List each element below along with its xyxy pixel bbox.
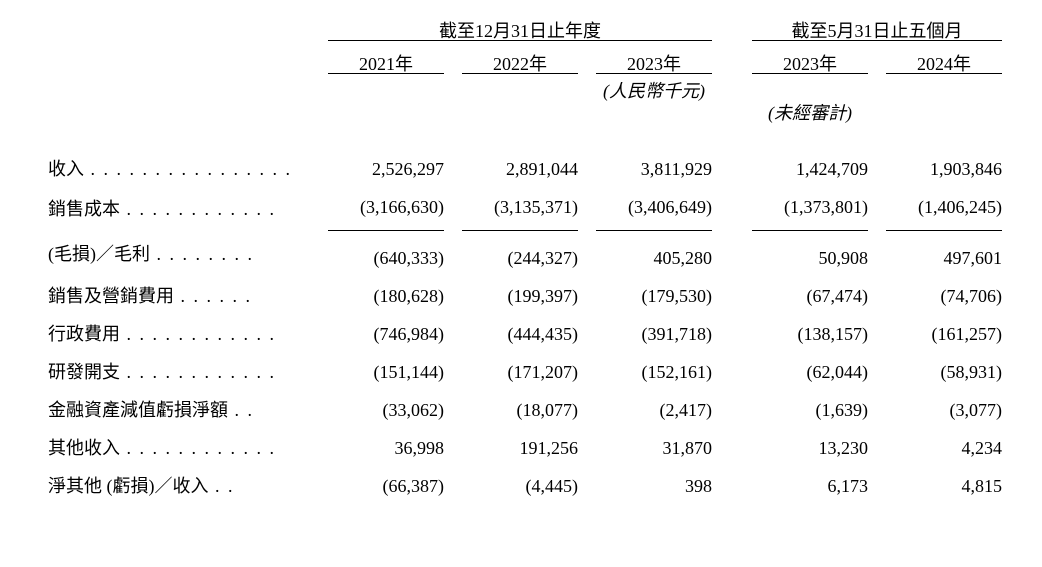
cell-value: (138,157) (752, 315, 868, 353)
cell-value: 50,908 (752, 231, 868, 278)
financial-table: 截至12月31日止年度 截至5月31日止五個月 2021年 2022年 2023… (48, 22, 1002, 505)
cell-value: (1,406,245) (886, 188, 1002, 231)
cell-value: (3,077) (886, 391, 1002, 429)
dot-leader: . . . . . . . . . . . . (120, 362, 276, 382)
row-label-text: 行政費用 (48, 324, 120, 344)
cell-value: (444,435) (462, 315, 578, 353)
row-gross: (毛損)／毛利 . . . . . . . . (640,333) (244,3… (48, 231, 1002, 278)
row-label: 金融資產減值虧損淨額 . . (48, 391, 328, 429)
header-year-2021: 2021年 (328, 55, 444, 74)
cell-value: 4,234 (886, 429, 1002, 467)
dot-leader: . . . . . . (174, 286, 252, 306)
row-label-text: 收入 (48, 159, 84, 179)
row-label: 收入 . . . . . . . . . . . . . . . . (48, 150, 328, 188)
cell-value: (171,207) (462, 353, 578, 391)
row-selling: 銷售及營銷費用 . . . . . . (180,628) (199,397) … (48, 277, 1002, 315)
cell-value: (180,628) (328, 277, 444, 315)
row-label-text: 銷售及營銷費用 (48, 286, 174, 306)
cell-value: 1,903,846 (886, 150, 1002, 188)
row-label: 行政費用 . . . . . . . . . . . . (48, 315, 328, 353)
row-label-text: 淨其他 (虧損)／收入 (48, 476, 209, 496)
cell-value: (67,474) (752, 277, 868, 315)
cell-value: 31,870 (596, 429, 712, 467)
cell-value: (2,417) (596, 391, 712, 429)
cell-value: (3,166,630) (328, 188, 444, 231)
financial-table-page: 截至12月31日止年度 截至5月31日止五個月 2021年 2022年 2023… (0, 0, 1042, 567)
cell-value: (3,135,371) (462, 188, 578, 231)
header-group-annual: 截至12月31日止年度 (328, 22, 712, 41)
cell-value: 3,811,929 (596, 150, 712, 188)
row-otherinc: 其他收入 . . . . . . . . . . . . 36,998 191,… (48, 429, 1002, 467)
row-label: 淨其他 (虧損)／收入 . . (48, 467, 328, 505)
cell-value: (244,327) (462, 231, 578, 278)
cell-value: (3,406,649) (596, 188, 712, 231)
dot-leader: . . (228, 400, 254, 420)
cell-value: (179,530) (596, 277, 712, 315)
cell-value: (391,718) (596, 315, 712, 353)
cell-value: 36,998 (328, 429, 444, 467)
row-cogs: 銷售成本 . . . . . . . . . . . . (3,166,630)… (48, 188, 1002, 231)
cell-value: 1,424,709 (752, 150, 868, 188)
row-admin: 行政費用 . . . . . . . . . . . . (746,984) (… (48, 315, 1002, 353)
header-year-2023: 2023年 (596, 55, 712, 74)
row-label: 銷售及營銷費用 . . . . . . (48, 277, 328, 315)
dot-leader: . . (209, 476, 235, 496)
cell-value: (152,161) (596, 353, 712, 391)
header-unaudited: (未經審計) (752, 104, 868, 122)
header-year-2022: 2022年 (462, 55, 578, 74)
row-revenue: 收入 . . . . . . . . . . . . . . . . 2,526… (48, 150, 1002, 188)
header-unit-row: (人民幣千元) (48, 82, 1002, 100)
cell-value: (74,706) (886, 277, 1002, 315)
header-unaudited-row: (未經審計) (48, 104, 1002, 122)
header-unit: (人民幣千元) (596, 82, 712, 100)
cell-value: (1,639) (752, 391, 868, 429)
cell-value: (33,062) (328, 391, 444, 429)
cell-value: (58,931) (886, 353, 1002, 391)
dot-leader: . . . . . . . . (150, 244, 254, 264)
cell-value: (746,984) (328, 315, 444, 353)
cell-value: 398 (596, 467, 712, 505)
dot-leader: . . . . . . . . . . . . . . . . (84, 159, 292, 179)
row-label-text: 金融資產減值虧損淨額 (48, 400, 228, 420)
header-group-row: 截至12月31日止年度 截至5月31日止五個月 (48, 22, 1002, 41)
cell-value: 191,256 (462, 429, 578, 467)
row-label: (毛損)／毛利 . . . . . . . . (48, 231, 328, 278)
row-label-text: 研發開支 (48, 362, 120, 382)
header-year-row: 2021年 2022年 2023年 2023年 2024年 (48, 55, 1002, 74)
cell-value: 2,526,297 (328, 150, 444, 188)
cell-value: (640,333) (328, 231, 444, 278)
row-label: 銷售成本 . . . . . . . . . . . . (48, 188, 328, 231)
cell-value: 497,601 (886, 231, 1002, 278)
cell-value: 6,173 (752, 467, 868, 505)
cell-value: (199,397) (462, 277, 578, 315)
cell-value: 2,891,044 (462, 150, 578, 188)
cell-value: 4,815 (886, 467, 1002, 505)
row-impair: 金融資產減值虧損淨額 . . (33,062) (18,077) (2,417)… (48, 391, 1002, 429)
header-group-5m: 截至5月31日止五個月 (752, 22, 1002, 41)
cell-value: (161,257) (886, 315, 1002, 353)
header-year-2024-5m: 2024年 (886, 55, 1002, 74)
cell-value: (4,445) (462, 467, 578, 505)
cell-value: 405,280 (596, 231, 712, 278)
header-year-2023-5m: 2023年 (752, 55, 868, 74)
dot-leader: . . . . . . . . . . . . (120, 438, 276, 458)
dot-leader: . . . . . . . . . . . . (120, 199, 276, 219)
cell-value: (1,373,801) (752, 188, 868, 231)
cell-value: (66,387) (328, 467, 444, 505)
cell-value: 13,230 (752, 429, 868, 467)
row-label-text: (毛損)／毛利 (48, 244, 150, 264)
row-rnd: 研發開支 . . . . . . . . . . . . (151,144) (… (48, 353, 1002, 391)
cell-value: (18,077) (462, 391, 578, 429)
row-label-text: 其他收入 (48, 438, 120, 458)
dot-leader: . . . . . . . . . . . . (120, 324, 276, 344)
cell-value: (62,044) (752, 353, 868, 391)
row-label-text: 銷售成本 (48, 199, 120, 219)
row-label: 其他收入 . . . . . . . . . . . . (48, 429, 328, 467)
row-label: 研發開支 . . . . . . . . . . . . (48, 353, 328, 391)
row-netother: 淨其他 (虧損)／收入 . . (66,387) (4,445) 398 6,1… (48, 467, 1002, 505)
cell-value: (151,144) (328, 353, 444, 391)
